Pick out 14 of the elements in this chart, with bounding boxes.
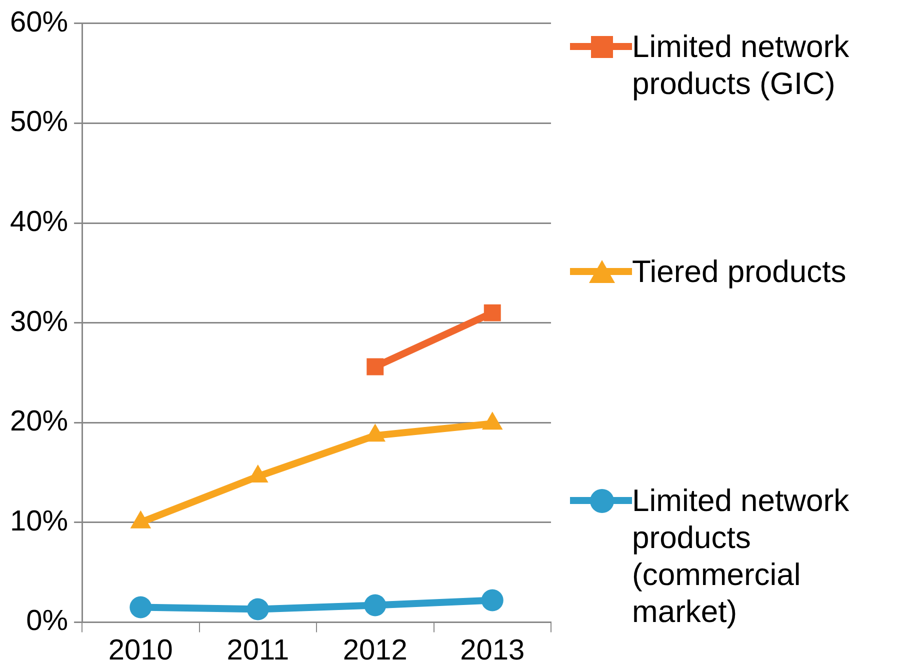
- x-tick-label: 2012: [342, 634, 408, 667]
- y-tick-label: 40%: [10, 206, 68, 238]
- x-tick-label: 2011: [226, 634, 290, 667]
- legend-label: Limited network products (commercial market): [632, 482, 850, 630]
- y-tick-label: 20%: [10, 406, 68, 438]
- y-tick-label: 60%: [10, 6, 68, 38]
- y-tick-label: 50%: [10, 106, 68, 138]
- x-tick-label: 2013: [460, 634, 525, 667]
- x-tick-label: 2010: [108, 634, 173, 667]
- y-tick-label: 10%: [10, 505, 68, 538]
- legend-label: Limited network products (GIC): [632, 28, 850, 102]
- y-tick-label: 30%: [10, 306, 68, 338]
- legend-label: Tiered products: [632, 253, 848, 290]
- y-tick-label: 0%: [26, 605, 68, 638]
